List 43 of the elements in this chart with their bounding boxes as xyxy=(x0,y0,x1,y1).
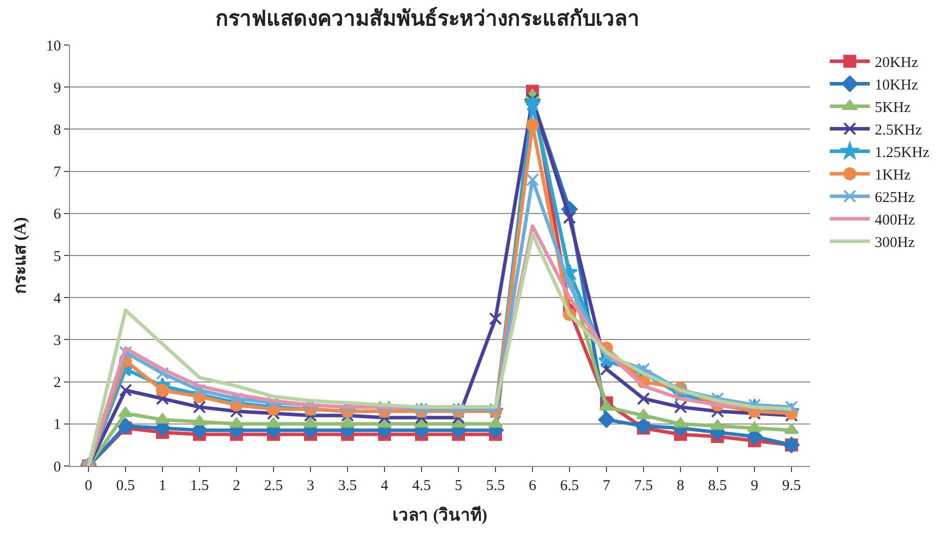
y-axis-title: กระแส (A) xyxy=(10,217,30,294)
legend-label: 1.25KHz xyxy=(874,145,930,162)
y-tick-label: 4 xyxy=(54,290,62,307)
legend-label: 400Hz xyxy=(874,212,916,229)
y-tick-label: 3 xyxy=(54,332,61,349)
legend-label: 10KHz xyxy=(874,78,918,94)
x-tick-label: 1.5 xyxy=(190,478,209,494)
chart-title: กราฟแสดงความสัมพันธ์ระหว่างกระแสกับเวลา xyxy=(216,6,640,31)
x-tick-label: 6 xyxy=(528,478,537,494)
x-tick-label: 1 xyxy=(158,478,166,494)
y-tick-label: 2 xyxy=(54,375,61,392)
y-tick-label: 9 xyxy=(54,80,61,96)
x-tick-label: 3.5 xyxy=(338,478,357,494)
x-tick-label: 9 xyxy=(750,478,758,494)
x-tick-label: 8.5 xyxy=(708,478,727,494)
y-tick-label: 7 xyxy=(54,164,62,181)
legend-label: 2.5KHz xyxy=(874,122,922,139)
x-tick-label: 7 xyxy=(602,478,611,494)
x-tick-label: 2 xyxy=(232,478,240,494)
y-tick-label: 10 xyxy=(46,38,61,54)
x-tick-label: 3 xyxy=(306,478,314,494)
legend-label: 625Hz xyxy=(874,190,916,206)
x-tick-label: 6.5 xyxy=(560,478,579,494)
x-tick-label: 4.5 xyxy=(412,478,431,494)
legend-label: 1KHz xyxy=(874,168,911,184)
x-tick-label: 7.5 xyxy=(634,478,653,494)
x-axis-title: เวลา (วินาที) xyxy=(392,504,488,524)
x-tick-label: 0.5 xyxy=(116,478,135,494)
y-tick-label: 8 xyxy=(54,122,61,138)
y-tick-label: 0 xyxy=(54,459,61,476)
y-tick-label: 1 xyxy=(54,417,61,434)
x-tick-label: 5 xyxy=(454,478,462,494)
x-tick-label: 5.5 xyxy=(486,478,505,494)
x-tick-label: 8 xyxy=(676,478,684,494)
x-tick-label: 9.5 xyxy=(782,478,801,494)
legend-label: 5KHz xyxy=(874,100,911,116)
x-tick-label: 4 xyxy=(380,478,389,494)
legend-label: 20KHz xyxy=(874,55,918,72)
y-tick-label: 5 xyxy=(54,248,61,265)
x-tick-label: 2.5 xyxy=(264,478,283,494)
legend-label: 300Hz xyxy=(874,235,916,252)
x-tick-label: 0 xyxy=(84,478,92,494)
y-tick-label: 6 xyxy=(54,206,62,223)
